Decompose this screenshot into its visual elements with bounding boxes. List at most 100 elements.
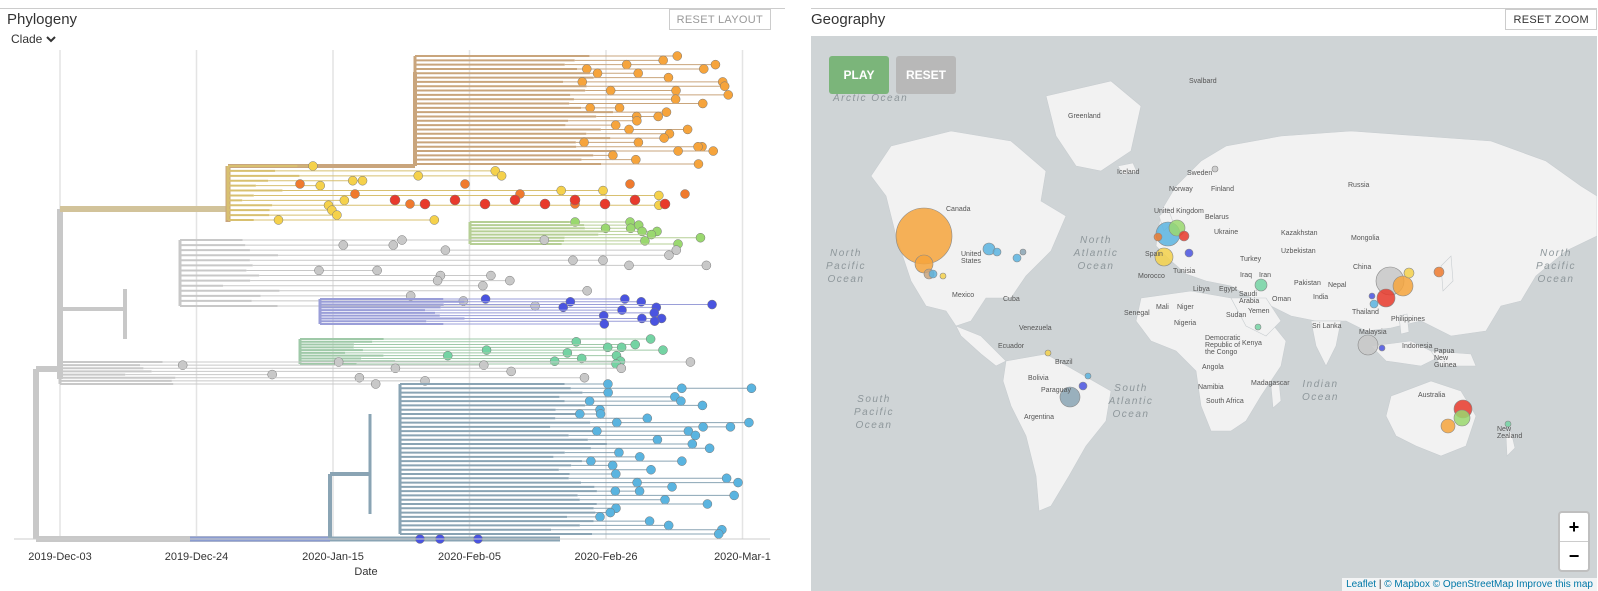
light-blue-clade-tip: [646, 464, 656, 475]
yellow-clade-tip: [413, 171, 423, 181]
blue-clade-tip: [649, 308, 660, 318]
orange-clade-tip: [592, 68, 603, 79]
play-button[interactable]: PLAY: [829, 56, 889, 94]
clade-dropdown[interactable]: Clade: [11, 32, 57, 46]
mapbox-link[interactable]: © Mapbox: [1384, 579, 1430, 590]
grey-clade-upper-tip: [440, 245, 451, 255]
place-greenland: Greenland: [1068, 113, 1101, 120]
light-blue-clade-tip: [721, 473, 732, 484]
place-australia: Australia: [1418, 392, 1446, 399]
light-blue-clade-tip: [612, 417, 622, 428]
grey-clade-upper-tip: [338, 240, 349, 250]
grey-clade-upper-tip: [664, 250, 674, 260]
grey-clade-lower-tip: [333, 357, 344, 367]
grey-clade-upper-tip: [624, 260, 634, 271]
world-map[interactable]: PLAY RESET Arctic Ocean North Pacific Oc…: [811, 36, 1597, 591]
place-sweden: Sweden: [1187, 170, 1213, 177]
leaflet-link[interactable]: Leaflet: [1346, 579, 1377, 590]
grey-clade-lower-tip: [685, 357, 696, 367]
label-north-pacific-left: North Pacific Ocean: [826, 248, 866, 285]
label-indian-ocean: Indian Ocean: [1302, 379, 1339, 403]
light-blue-clade-tip: [610, 486, 621, 496]
blue-clade-tip: [565, 297, 576, 307]
grey-clade-lower-tip: [354, 372, 365, 383]
orange-clade-tip: [582, 64, 592, 74]
grey-clade-lower-tip: [267, 369, 277, 380]
light-blue-clade-tip: [687, 439, 698, 449]
phylogeny-title: Phylogeny: [7, 11, 78, 28]
x-tick-label: 2020-Mar-1: [714, 551, 771, 563]
grey-clade-upper-tip: [530, 301, 540, 311]
blue-clade-tip: [620, 294, 630, 304]
place-kenya: Kenya: [1242, 340, 1262, 347]
light-blue-clade-tip: [632, 477, 642, 488]
place-finland: Finland: [1211, 186, 1234, 193]
zoom-out-button[interactable]: −: [1568, 546, 1580, 566]
place-egypt: Egypt: [1219, 286, 1237, 293]
place-sudan: Sudan: [1226, 312, 1247, 319]
yellow-clade-tip: [429, 215, 440, 225]
yellow-clade-tip: [347, 175, 358, 186]
orange-clade-tip: [671, 85, 681, 96]
place-madagascar: Madagascar: [1251, 380, 1290, 387]
place-philippines: Philippines: [1391, 316, 1425, 323]
orange-clade-tip: [633, 137, 644, 148]
place-cuba: Cuba: [1003, 296, 1020, 303]
geography-header-rule: [811, 8, 1597, 9]
light-blue-clade-tip: [611, 469, 621, 479]
blue-clade-tip: [599, 319, 610, 329]
grey-clade-upper-tip: [397, 235, 407, 245]
place-senegal: Senegal: [1124, 310, 1150, 317]
place-russia: Russia: [1348, 182, 1370, 189]
orange-clade-tip: [719, 81, 730, 91]
yellow-clade-tip: [339, 195, 350, 206]
light-blue-clade-tip: [677, 456, 687, 466]
grey-clade-upper-tip: [478, 280, 488, 291]
grey-clade-lower-tip: [479, 360, 489, 370]
teal-clade-tip: [443, 350, 453, 361]
grey-clade-lower-tip: [390, 363, 401, 374]
light-blue-clade-tip: [677, 383, 687, 394]
orange-clade-tip: [710, 59, 721, 70]
place-iran: Iran: [1259, 272, 1272, 279]
orange-clade-tip: [659, 133, 669, 143]
light-blue-clade-tip: [592, 426, 602, 436]
place-india: India: [1313, 294, 1329, 301]
teal-clade-tip: [549, 356, 560, 366]
place-iceland: Iceland: [1117, 169, 1140, 176]
yellow-clade-tip: [315, 180, 325, 191]
grey-clade-lower-tip: [370, 379, 381, 389]
improve-map-link[interactable]: Improve this map: [1516, 579, 1593, 590]
yellow-clade-tip: [273, 215, 284, 225]
yellow-clade-tip: [556, 185, 566, 196]
reset-zoom-button[interactable]: RESET ZOOM: [1505, 9, 1597, 30]
light-blue-clade-tip: [575, 409, 585, 419]
dark-orange-tip: [295, 179, 305, 189]
teal-clade-tip: [645, 334, 656, 344]
orange-clade-tip: [699, 64, 709, 74]
reset-layout-button[interactable]: RESET LAYOUT: [668, 9, 771, 30]
orange-clade-tip: [579, 137, 589, 148]
light-blue-clade-tip: [698, 422, 708, 432]
red-tip: [479, 198, 491, 210]
grey-clade-upper-tip: [701, 260, 712, 271]
x-axis-title: Date: [354, 566, 377, 578]
osm-link[interactable]: © OpenStreetMap: [1432, 579, 1514, 590]
orange-clade-tip: [585, 103, 595, 113]
light-blue-clade-tip: [660, 494, 670, 505]
zoom-control: + −: [1558, 511, 1590, 572]
grey-clade-upper-tip: [388, 240, 399, 250]
orange-clade-tip: [693, 141, 703, 152]
light-blue-clade-tip: [614, 447, 624, 458]
light-blue-clade-tip: [642, 413, 653, 424]
zoom-in-button[interactable]: +: [1560, 513, 1588, 542]
blue-clade-tip: [636, 297, 646, 307]
clade-dropdown-label: Clade: [11, 32, 43, 46]
reset-animation-button[interactable]: RESET: [896, 56, 956, 94]
orange-clade-tip: [658, 55, 668, 66]
red-tip: [419, 198, 431, 210]
grey-clade-upper-tip: [486, 270, 496, 281]
yellow-clade-tip: [308, 161, 318, 171]
label-south-pacific: South Pacific Ocean: [854, 394, 894, 431]
phylogeny-tree[interactable]: 2019-Dec-03 2019-Dec-24 2020-Jan-15 2020-Fe…: [0, 44, 785, 591]
